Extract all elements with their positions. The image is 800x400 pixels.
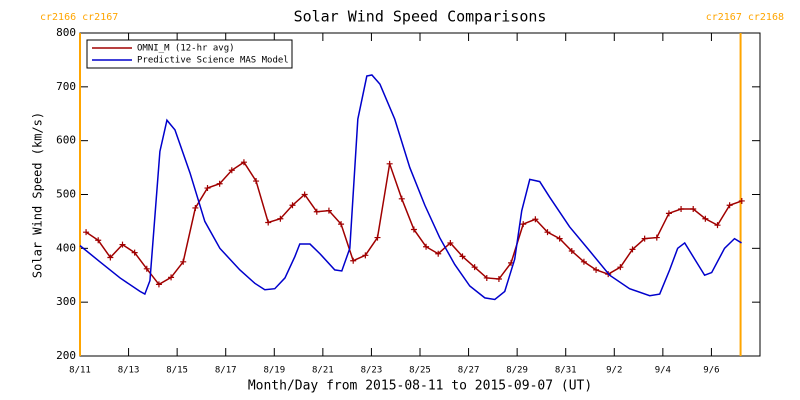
point-marker xyxy=(544,229,551,236)
y-tick-label: 800 xyxy=(56,26,76,39)
point-marker xyxy=(568,248,575,255)
point-marker xyxy=(495,276,502,283)
point-marker xyxy=(447,239,454,246)
y-tick-label: 300 xyxy=(56,295,76,308)
point-marker xyxy=(289,202,296,209)
x-tick-label: 9/6 xyxy=(703,366,719,376)
point-marker xyxy=(107,254,114,261)
x-tick-label: 8/23 xyxy=(361,366,383,376)
point-marker xyxy=(690,206,697,213)
point-marker xyxy=(665,210,672,217)
point-marker xyxy=(313,208,320,215)
point-marker xyxy=(714,222,721,229)
point-marker xyxy=(386,160,393,167)
point-marker xyxy=(738,197,745,204)
point-marker xyxy=(702,215,709,222)
point-marker xyxy=(277,215,284,222)
y-axis-label: Solar Wind Speed (km/s) xyxy=(31,112,45,278)
point-marker xyxy=(483,274,490,281)
x-tick-label: 8/19 xyxy=(263,366,285,376)
point-marker xyxy=(143,265,150,272)
x-tick-label: 8/11 xyxy=(69,366,91,376)
y-tick-label: 400 xyxy=(56,241,76,254)
point-marker xyxy=(325,207,332,214)
point-marker xyxy=(398,195,405,202)
x-tick-label: 8/29 xyxy=(506,366,528,376)
x-tick-label: 8/13 xyxy=(118,366,140,376)
point-marker xyxy=(350,257,357,264)
point-marker xyxy=(629,246,636,253)
point-marker xyxy=(678,206,685,213)
x-tick-label: 8/27 xyxy=(458,366,480,376)
point-marker xyxy=(459,253,466,260)
x-tick-label: 9/2 xyxy=(606,366,622,376)
point-marker xyxy=(338,221,345,228)
point-marker xyxy=(520,221,527,228)
point-marker xyxy=(155,281,162,288)
y-tick-label: 200 xyxy=(56,349,76,362)
point-marker xyxy=(556,235,563,242)
point-marker xyxy=(374,234,381,241)
point-marker xyxy=(593,266,600,273)
series-line xyxy=(79,74,742,301)
point-marker xyxy=(180,258,187,265)
point-marker xyxy=(423,243,430,250)
y-tick-label: 700 xyxy=(56,80,76,93)
chart-title: Solar Wind Speed Comparisons xyxy=(294,8,547,26)
point-marker xyxy=(228,167,235,174)
carrington-label: cr2167 cr2168 xyxy=(706,12,784,23)
x-tick-label: 8/31 xyxy=(555,366,577,376)
carrington-label: cr2166 cr2167 xyxy=(40,12,118,23)
point-marker xyxy=(410,226,417,233)
y-tick-label: 500 xyxy=(56,188,76,201)
point-marker xyxy=(301,191,308,198)
x-tick-label: 9/4 xyxy=(655,366,671,376)
point-marker xyxy=(119,241,126,248)
point-marker xyxy=(95,237,102,244)
x-axis-label: Month/Day from 2015-08-11 to 2015-09-07 … xyxy=(248,379,592,394)
point-marker xyxy=(653,234,660,241)
point-marker xyxy=(83,229,90,236)
point-marker xyxy=(362,252,369,259)
point-marker xyxy=(265,219,272,226)
point-marker xyxy=(192,204,199,211)
point-marker xyxy=(240,159,247,166)
point-marker xyxy=(168,274,175,281)
legend-label: Predictive Science MAS Model xyxy=(137,56,289,66)
legend-box xyxy=(86,39,293,69)
point-marker xyxy=(131,249,138,256)
point-marker xyxy=(580,258,587,265)
x-tick-label: 8/17 xyxy=(215,366,237,376)
point-marker xyxy=(435,250,442,257)
point-marker xyxy=(471,264,478,271)
point-marker xyxy=(726,202,733,209)
x-tick-label: 8/21 xyxy=(312,366,334,376)
point-marker xyxy=(641,235,648,242)
point-marker xyxy=(216,180,223,187)
y-tick-label: 600 xyxy=(56,134,76,147)
x-tick-label: 8/25 xyxy=(409,366,431,376)
point-marker xyxy=(204,185,211,192)
point-marker xyxy=(617,264,624,271)
legend-label: OMNI_M (12-hr avg) xyxy=(137,44,235,54)
series-line xyxy=(85,161,743,286)
point-marker xyxy=(532,216,539,223)
point-marker xyxy=(253,178,260,185)
x-tick-label: 8/15 xyxy=(166,366,188,376)
